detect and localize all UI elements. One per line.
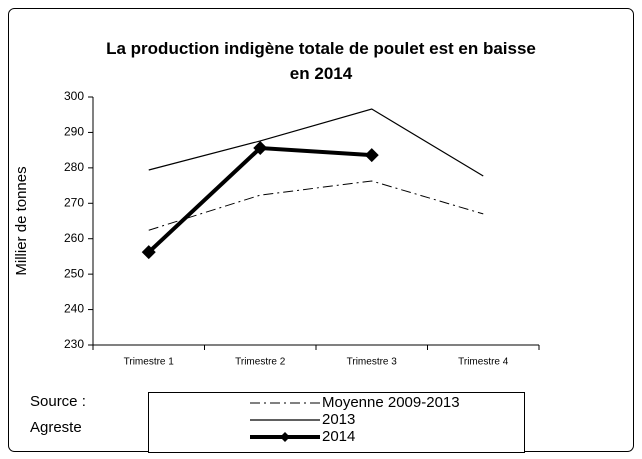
legend-label: 2013 — [322, 411, 355, 428]
y-tick-label: 290 — [64, 125, 84, 139]
legend-box — [148, 392, 525, 453]
source-label: Source : — [30, 393, 86, 410]
data-point — [253, 141, 268, 156]
chart-title: La production indigène totale de poulet … — [106, 39, 536, 83]
series-line — [148, 180, 484, 231]
data-point — [141, 245, 156, 260]
y-tick-label: 240 — [64, 302, 84, 316]
y-tick-label: 230 — [64, 337, 84, 351]
y-tick-label: 260 — [64, 231, 84, 245]
legend-label: Moyenne 2009-2013 — [322, 394, 460, 411]
x-tick-label: Trimestre 3 — [347, 357, 398, 368]
y-tick-label: 280 — [64, 160, 84, 174]
y-tick-label: 250 — [64, 266, 84, 280]
y-tick-label: 300 — [64, 89, 84, 103]
legend-label: 2014 — [322, 428, 355, 445]
x-tick-label: Trimestre 2 — [235, 357, 286, 368]
y-axis-label: Millier de tonnes — [13, 166, 30, 275]
source-name: Agreste — [30, 419, 82, 436]
series-line — [148, 108, 484, 177]
legend-marker — [280, 432, 290, 442]
x-tick-label: Trimestre 1 — [124, 357, 175, 368]
x-tick-label: Trimestre 4 — [458, 357, 509, 368]
y-tick-label: 270 — [64, 195, 84, 209]
data-point — [364, 148, 379, 163]
